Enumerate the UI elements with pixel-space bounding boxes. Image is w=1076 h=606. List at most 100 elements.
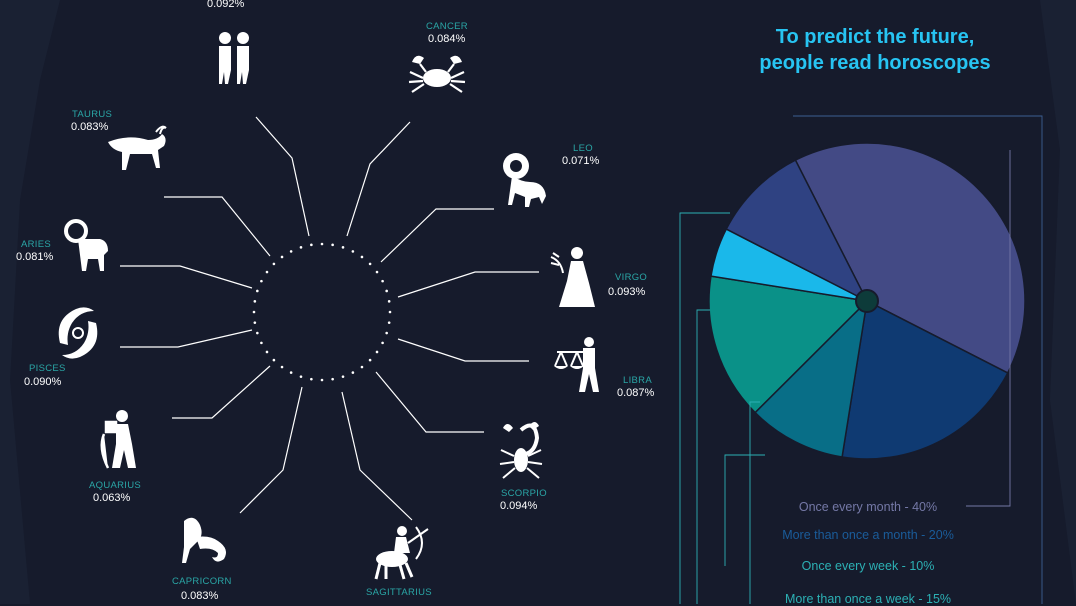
wheel-dot bbox=[381, 341, 384, 345]
pie-slice bbox=[725, 159, 869, 303]
wheel-dot bbox=[331, 243, 334, 247]
connector-line bbox=[172, 365, 271, 419]
wheel-dot bbox=[260, 279, 263, 283]
pie-chart bbox=[708, 142, 1026, 460]
legend-more-than-once-a-week: More than once a week - 15% bbox=[784, 592, 952, 606]
wheel-dot bbox=[280, 365, 284, 369]
connector-line bbox=[341, 391, 413, 521]
sagittarius-archer-icon bbox=[374, 526, 429, 580]
connector-line bbox=[120, 329, 253, 348]
taurus-bull-icon bbox=[108, 125, 167, 170]
wheel-dot bbox=[341, 375, 345, 378]
legend-leader-line bbox=[793, 115, 1043, 604]
cancer-name: CANCER bbox=[426, 21, 468, 32]
leo-name: LEO bbox=[573, 143, 593, 154]
wheel-dot bbox=[265, 350, 269, 354]
wheel-dot bbox=[289, 371, 293, 374]
wheel-dot bbox=[381, 279, 384, 283]
wheel-dot bbox=[253, 321, 257, 324]
aries-value: 0.081% bbox=[16, 251, 54, 263]
legend-leader-line bbox=[749, 401, 760, 604]
taurus-name: TAURUS bbox=[72, 109, 113, 120]
pie-slice bbox=[754, 298, 869, 458]
capricorn-goat-icon bbox=[182, 517, 226, 563]
legend-leader-line bbox=[966, 150, 1011, 507]
aries-name: ARIES bbox=[21, 239, 52, 250]
pie-slice bbox=[794, 142, 1026, 374]
virgo-maiden-icon bbox=[550, 247, 595, 307]
wheel-dot bbox=[341, 246, 345, 249]
scorpio-scorpion-icon bbox=[499, 422, 543, 479]
wheel-dot bbox=[256, 331, 259, 335]
wheel-dot bbox=[280, 255, 284, 259]
aquarius-value: 0.063% bbox=[93, 492, 131, 504]
aries-ram-icon bbox=[64, 219, 108, 271]
wheel-dot bbox=[375, 350, 379, 354]
wheel-dot bbox=[351, 250, 355, 253]
connector-line bbox=[380, 208, 494, 263]
gemini-twins-icon bbox=[219, 32, 249, 84]
wheel-dot bbox=[272, 358, 276, 362]
wheel-dot bbox=[299, 375, 303, 378]
wheel-dot bbox=[260, 341, 263, 345]
wheel-dot bbox=[331, 377, 334, 381]
pisces-name: PISCES bbox=[29, 363, 66, 374]
zodiac-wheel bbox=[252, 242, 392, 382]
cancer-value: 0.084% bbox=[428, 33, 466, 45]
gemini-value: 0.092% bbox=[207, 0, 245, 10]
pisces-value: 0.090% bbox=[24, 376, 62, 388]
leo-lion-icon bbox=[503, 153, 546, 207]
wheel-dot bbox=[299, 246, 303, 249]
sign-connector-lines bbox=[120, 116, 539, 521]
aquarius-water-bearer-icon bbox=[100, 410, 136, 469]
wheel-dot bbox=[368, 262, 372, 266]
scorpio-value: 0.094% bbox=[500, 500, 538, 512]
virgo-value: 0.093% bbox=[608, 286, 646, 298]
pisces-fish-icon bbox=[58, 307, 98, 359]
wheel-dot bbox=[388, 310, 392, 314]
libra-scales-icon bbox=[554, 337, 599, 392]
wheel-dot bbox=[310, 377, 313, 381]
connector-line bbox=[397, 271, 539, 298]
connector-line bbox=[120, 265, 253, 289]
virgo-name: VIRGO bbox=[615, 272, 648, 283]
wheel-dot bbox=[368, 358, 372, 362]
connector-line bbox=[239, 386, 303, 514]
wheel-dot bbox=[360, 255, 364, 259]
wheel-dot bbox=[310, 243, 313, 247]
aquarius-name: AQUARIUS bbox=[89, 480, 142, 491]
wheel-dot bbox=[385, 331, 388, 335]
leo-value: 0.071% bbox=[562, 155, 600, 167]
wheel-dot bbox=[252, 310, 256, 314]
legend-leader-lines bbox=[679, 115, 1043, 604]
wheel-dot bbox=[387, 321, 391, 324]
wheel-dot bbox=[265, 270, 269, 274]
capricorn-value: 0.083% bbox=[181, 590, 219, 602]
libra-value: 0.087% bbox=[617, 387, 655, 399]
wheel-dot bbox=[385, 289, 388, 293]
wheel-dot bbox=[256, 289, 259, 293]
chart-title: To predict the future, people read horos… bbox=[740, 24, 1010, 76]
title-line-1: To predict the future, bbox=[775, 26, 975, 48]
sagittarius-name: SAGITTARIUS bbox=[366, 587, 432, 598]
legend-more-than-once-a-month: More than once a month - 20% bbox=[782, 528, 954, 542]
capricorn-name: CAPRICORN bbox=[172, 576, 232, 587]
wheel-dot bbox=[320, 378, 324, 382]
connector-line bbox=[397, 338, 529, 362]
connector-line bbox=[255, 116, 310, 237]
pie-slice bbox=[708, 275, 869, 414]
wheel-dot bbox=[375, 270, 379, 274]
libra-name: LIBRA bbox=[623, 375, 652, 386]
legend-leader-line bbox=[679, 212, 730, 604]
scorpio-name: SCORPIO bbox=[501, 488, 547, 499]
wheel-dot bbox=[360, 365, 364, 369]
connector-line bbox=[346, 121, 411, 237]
wheel-dot bbox=[320, 242, 324, 246]
pie-center bbox=[855, 289, 879, 313]
connector-line bbox=[375, 371, 484, 433]
legend-leader-line bbox=[696, 309, 710, 604]
legend-once-every-week: Once every week - 10% bbox=[801, 559, 935, 573]
title-line-2: people read horoscopes bbox=[759, 52, 991, 74]
